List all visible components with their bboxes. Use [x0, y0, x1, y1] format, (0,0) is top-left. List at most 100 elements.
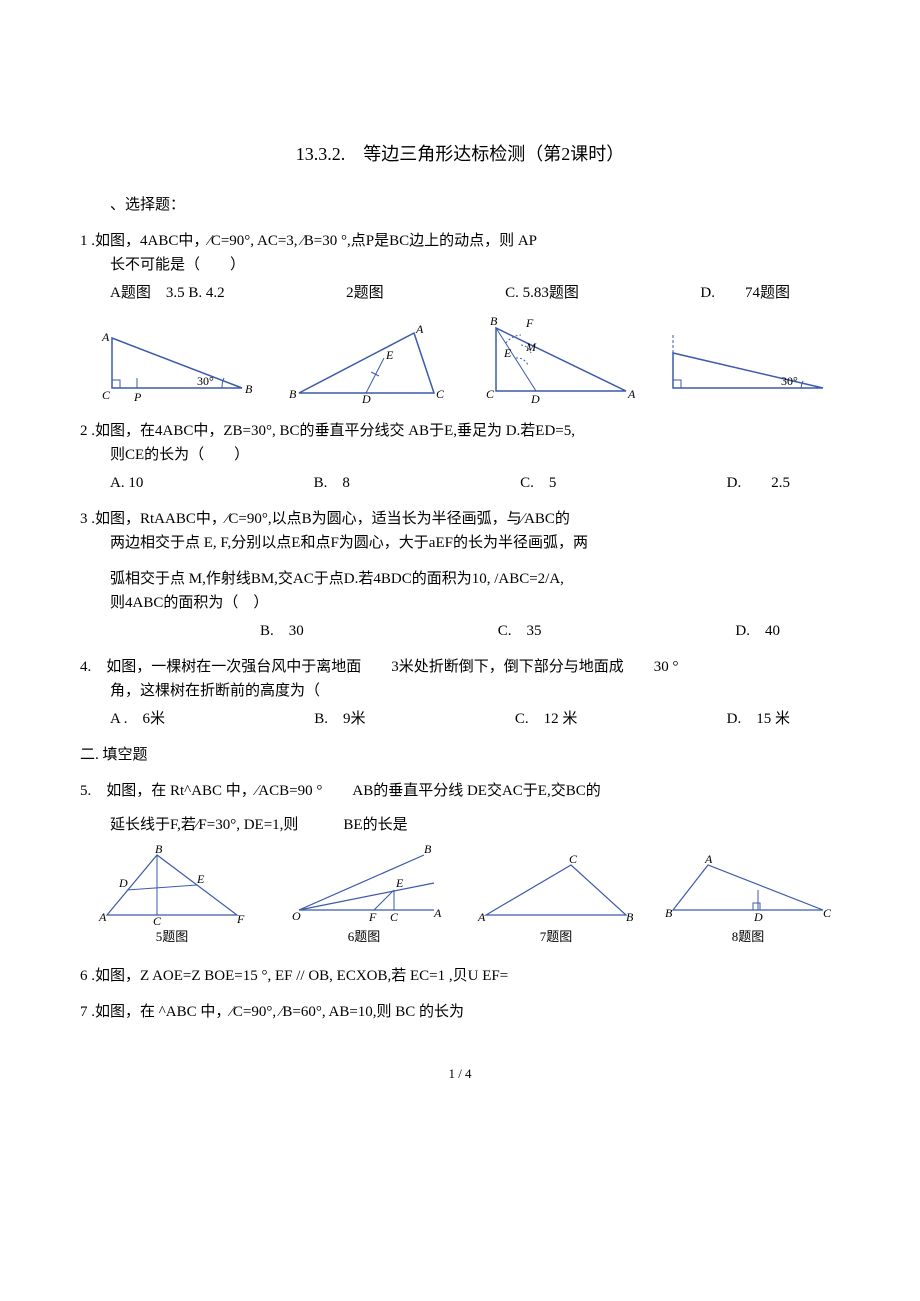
- figure-row-2: B A D E C F 5题图 O B E C F A: [80, 845, 840, 948]
- triangle-3-svg: B F E M C D A: [476, 313, 636, 403]
- svg-text:D: D: [753, 910, 763, 924]
- figure-1: A B C P 30°: [80, 323, 264, 403]
- svg-text:C: C: [153, 914, 162, 925]
- triangle-4-svg: 30°: [663, 323, 833, 403]
- svg-text:A: A: [101, 330, 110, 344]
- q3-l4: 则4ABC的面积为（ ）: [110, 591, 840, 615]
- q2-opts: A. 10 B. 8 C. 5 D. 2.5: [110, 471, 790, 495]
- svg-text:C: C: [102, 388, 111, 402]
- q5-l1: 5. 如图，在 Rt^ABC 中，∕ACB=90 ° AB的垂直平分线 DE交A…: [80, 779, 840, 803]
- svg-text:A: A: [627, 387, 636, 401]
- svg-text:A: A: [98, 910, 107, 924]
- triangle-2-svg: A B C D E: [284, 323, 444, 403]
- svg-text:E: E: [503, 346, 512, 360]
- q2-opt-b: B. 8: [314, 471, 350, 495]
- fig8-caption: 8题图: [732, 927, 765, 948]
- svg-text:B: B: [245, 382, 252, 396]
- figure-6: O B E C F A 6题图: [272, 845, 456, 948]
- svg-text:B: B: [490, 314, 498, 328]
- q4-l1: 4. 如图，一棵树在一次强台风中于离地面 3米处折断倒下，倒下部分与地面成 30…: [80, 655, 840, 679]
- svg-text:F: F: [525, 316, 534, 330]
- q1-cont: 长不可能是（ ）: [110, 253, 840, 277]
- q1-label-a: A题图 3.5 B. 4.2: [110, 281, 225, 305]
- q1-label-d: D. 74题图: [700, 281, 790, 305]
- svg-text:A: A: [477, 910, 486, 924]
- svg-text:A: A: [433, 906, 442, 920]
- q5-l2: 延长线于F,若∕F=30°, DE=1,则 BE的长是: [110, 813, 840, 837]
- figure-3: B F E M C D A: [464, 313, 648, 403]
- q3-l2: 两边相交于点 E, F,分别以点E和点F为圆心，大于aEF的长为半径画弧，两: [110, 531, 840, 555]
- q2-opt-a: A. 10: [110, 471, 143, 495]
- svg-text:C: C: [390, 910, 399, 924]
- page-title: 13.3.2. 等边三角形达标检测（第2课时）: [80, 140, 840, 169]
- question-7: 7 .如图，在 ^ABC 中，∕C=90°, ∕B=60°, AB=10,则 B…: [80, 1000, 840, 1024]
- figure-8: A B D C 8题图: [656, 855, 840, 948]
- svg-text:A: A: [415, 323, 424, 336]
- question-4: 4. 如图，一棵树在一次强台风中于离地面 3米处折断倒下，倒下部分与地面成 30…: [80, 655, 840, 731]
- figure-5: B A D E C F 5题图: [80, 845, 264, 948]
- triangle-8-svg: A B D C: [663, 855, 833, 925]
- q1-label-b: 2题图: [346, 281, 384, 305]
- fig6-caption: 6题图: [348, 927, 381, 948]
- svg-text:E: E: [196, 872, 205, 886]
- q4-l2: 角，这棵树在折断前的高度为（: [110, 679, 840, 703]
- svg-text:C: C: [823, 906, 832, 920]
- svg-text:O: O: [292, 909, 301, 923]
- document-page: 13.3.2. 等边三角形达标检测（第2课时） 、选择题： 1 .如图，4ABC…: [0, 0, 920, 1124]
- figure-row-1: A B C P 30° A B C D E: [80, 313, 840, 403]
- section-b-heading: 二. 填空题: [80, 743, 840, 767]
- svg-text:C: C: [486, 387, 495, 401]
- svg-text:D: D: [361, 392, 371, 403]
- q4-opts: A . 6米 B. 9米 C. 12 米 D. 15 米: [110, 707, 790, 731]
- svg-text:B: B: [665, 906, 673, 920]
- q2-l2: 则CE的长为（ ）: [110, 443, 840, 467]
- q4-opt-d: D. 15 米: [727, 707, 790, 731]
- question-2: 2 .如图，在4ABC中，ZB=30°, BC的垂直平分线交 AB于E,垂足为 …: [80, 419, 840, 495]
- page-number: 1 / 4: [80, 1064, 840, 1085]
- svg-text:F: F: [236, 912, 245, 925]
- q2-l1: 2 .如图，在4ABC中，ZB=30°, BC的垂直平分线交 AB于E,垂足为 …: [80, 419, 840, 443]
- fig7-caption: 7题图: [540, 927, 573, 948]
- svg-text:30°: 30°: [197, 374, 214, 388]
- q4-opt-a: A . 6米: [110, 707, 165, 731]
- triangle-7-svg: C A B: [476, 855, 636, 925]
- q1-stem: 1 .如图，4ABC中，∕C=90°, AC=3, ∕B=30 °,点P是BC边…: [80, 229, 840, 253]
- q1-label-c: C. 5.83题图: [505, 281, 579, 305]
- q2-opt-c: C. 5: [520, 471, 556, 495]
- figure-2: A B C D E: [272, 323, 456, 403]
- svg-text:E: E: [385, 348, 394, 362]
- q3-l1: 3 .如图，RtAABC中，∕C=90°,以点B为圆心，适当长为半径画弧，与∕A…: [80, 507, 840, 531]
- section-a-heading: 、选择题：: [110, 193, 840, 217]
- question-3: 3 .如图，RtAABC中，∕C=90°,以点B为圆心，适当长为半径画弧，与∕A…: [80, 507, 840, 643]
- question-5: 5. 如图，在 Rt^ABC 中，∕ACB=90 ° AB的垂直平分线 DE交A…: [80, 779, 840, 837]
- q3-l3: 弧相交于点 M,作射线BM,交AC于点D.若4BDC的面积为10, /ABC=2…: [110, 567, 840, 591]
- fig5-caption: 5题图: [156, 927, 189, 948]
- svg-text:E: E: [395, 876, 404, 890]
- svg-text:B: B: [424, 845, 432, 856]
- svg-text:M: M: [525, 340, 537, 354]
- svg-text:B: B: [289, 387, 297, 401]
- figure-7: C A B 7题图: [464, 855, 648, 948]
- question-6: 6 .如图，Z AOE=Z BOE=15 °, EF // OB, ECXOB,…: [80, 964, 840, 988]
- angle-6-svg: O B E C F A: [284, 845, 444, 925]
- svg-text:30°: 30°: [781, 374, 798, 388]
- svg-text:F: F: [368, 910, 377, 924]
- svg-text:A: A: [704, 855, 713, 866]
- q4-opt-b: B. 9米: [314, 707, 365, 731]
- q3-opt-d: D. 40: [735, 619, 780, 643]
- svg-text:D: D: [118, 876, 128, 890]
- svg-text:B: B: [155, 845, 163, 856]
- q1-labels-row: A题图 3.5 B. 4.2 2题图 C. 5.83题图 D. 74题图: [110, 281, 790, 305]
- triangle-1-svg: A B C P 30°: [92, 323, 252, 403]
- q3-opt-c: C. 35: [498, 619, 542, 643]
- svg-text:P: P: [133, 390, 142, 403]
- svg-text:C: C: [569, 855, 578, 866]
- figure-4: 30°: [656, 323, 840, 403]
- q3-opts: B. 30 C. 35 D. 40: [260, 619, 780, 643]
- svg-text:D: D: [530, 392, 540, 403]
- q4-opt-c: C. 12 米: [515, 707, 578, 731]
- q3-opt-b: B. 30: [260, 619, 304, 643]
- svg-text:B: B: [626, 910, 634, 924]
- question-1: 1 .如图，4ABC中，∕C=90°, AC=3, ∕B=30 °,点P是BC边…: [80, 229, 840, 305]
- triangle-5-svg: B A D E C F: [97, 845, 247, 925]
